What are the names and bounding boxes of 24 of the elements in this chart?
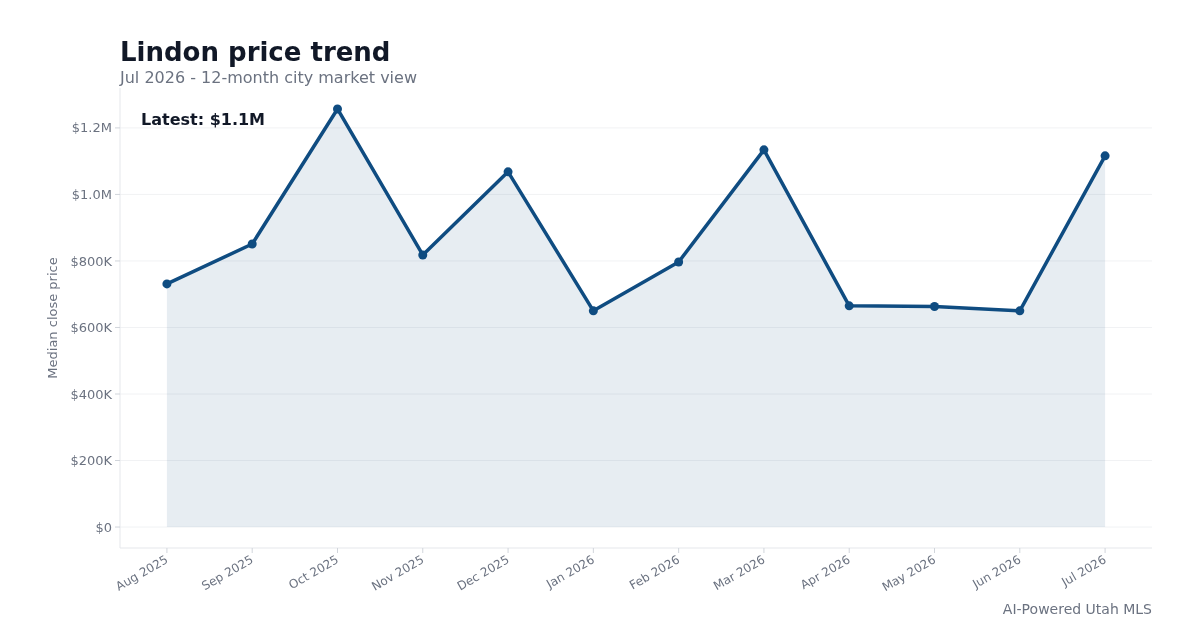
y-axis-title: Median close price: [45, 257, 60, 379]
annotation: Latest: $1.1M: [141, 110, 266, 129]
point: [162, 279, 172, 289]
y-tick-label: $1.0M: [71, 186, 112, 202]
point: [332, 104, 342, 114]
point: [759, 145, 769, 155]
point: [930, 302, 940, 312]
point: [674, 257, 684, 267]
point: [247, 239, 257, 249]
chart-subtitle: Jul 2026 - 12-month city market view: [119, 68, 417, 87]
chart-title: Lindon price trend: [120, 37, 391, 67]
y-tick-label: $0: [95, 519, 112, 535]
point: [844, 301, 854, 311]
y-tick-label: $1.2M: [71, 120, 112, 136]
point: [1015, 306, 1025, 316]
y-tick-label: $800K: [70, 253, 113, 269]
point: [588, 306, 598, 316]
point: [503, 167, 513, 177]
y-tick-label: $200K: [70, 453, 113, 469]
text: AI-Powered Utah MLS: [1002, 601, 1153, 617]
point: [1100, 151, 1110, 161]
y-tick-label: $600K: [70, 320, 113, 336]
point: [418, 250, 428, 260]
y-tick-label: $400K: [70, 386, 113, 402]
